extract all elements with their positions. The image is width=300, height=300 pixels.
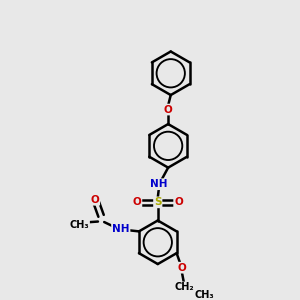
Text: CH₃: CH₃ [194, 290, 214, 300]
Text: CH₂: CH₂ [175, 282, 194, 292]
Text: NH: NH [112, 224, 130, 234]
Text: O: O [91, 195, 99, 205]
Text: S: S [154, 197, 161, 207]
Text: O: O [174, 197, 183, 207]
Text: NH: NH [150, 179, 168, 189]
Text: O: O [164, 105, 172, 115]
Text: CH₃: CH₃ [70, 220, 89, 230]
Text: O: O [133, 197, 141, 207]
Text: O: O [177, 263, 186, 273]
